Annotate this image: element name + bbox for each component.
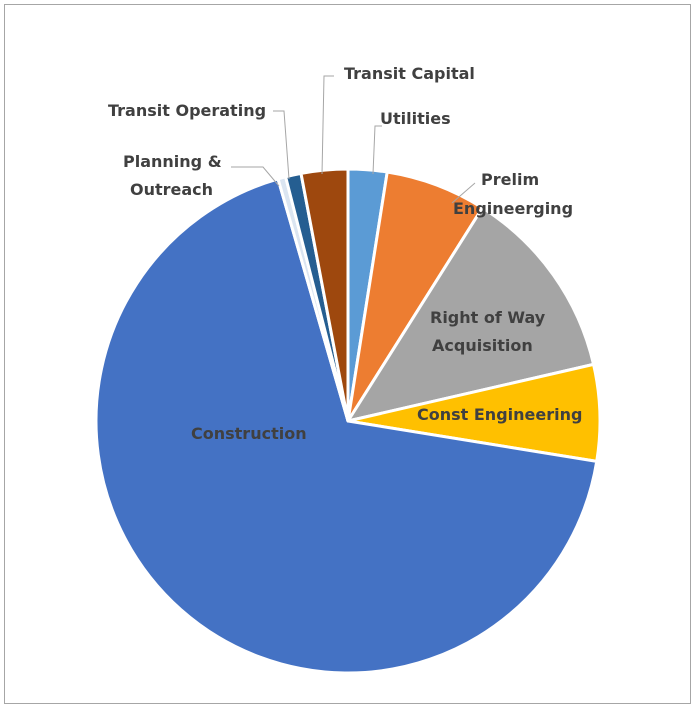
label-transit-operating: Transit Operating bbox=[108, 101, 266, 120]
pie-chart: Utilities Prelim Engineerging Right of Way A… bbox=[94, 64, 602, 675]
label-prelim-engineerging: Prelim Engineerging bbox=[453, 170, 573, 218]
slice-right-of-way-acquisition bbox=[346, 206, 596, 423]
leader-line-planning-outreach bbox=[231, 166, 280, 187]
labels-layer: Utilities Prelim Engineerging Right of Way A… bbox=[108, 64, 582, 443]
slice-transit-capital bbox=[299, 167, 350, 423]
label-utilities: Utilities bbox=[380, 109, 451, 128]
slice-construction bbox=[94, 177, 599, 675]
leader-line-prelim-engineerging bbox=[451, 182, 476, 204]
label-construction: Construction bbox=[191, 424, 307, 443]
leader-line-utilities bbox=[372, 125, 382, 175]
label-right-of-way-acquisition: Right of Way Acquisition bbox=[430, 308, 546, 355]
label-transit-capital: Transit Capital bbox=[344, 64, 475, 83]
label-planning-outreach: Planning & Outreach bbox=[123, 152, 222, 199]
leader-line-transit-capital bbox=[321, 75, 334, 175]
leader-line-transit-operating bbox=[273, 110, 290, 180]
leaders-layer bbox=[231, 75, 476, 204]
chart-frame: Utilities Prelim Engineerging Right of Way A… bbox=[4, 4, 691, 704]
slices-layer bbox=[94, 167, 602, 675]
label-const-engineering: Const Engineering bbox=[417, 405, 582, 424]
